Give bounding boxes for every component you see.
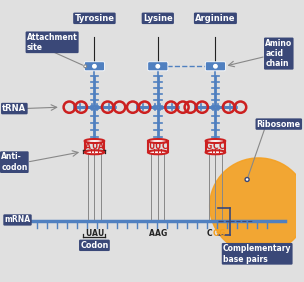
FancyBboxPatch shape [205,62,226,71]
Text: mRNA: mRNA [5,215,31,224]
Text: Lysine: Lysine [143,14,173,23]
Circle shape [93,65,96,68]
Text: U: U [85,229,91,238]
Text: C: C [212,142,218,151]
Text: U: U [155,142,161,151]
Text: U: U [98,229,104,238]
Circle shape [156,65,160,68]
FancyBboxPatch shape [148,62,168,71]
Text: U: U [91,142,98,151]
Text: A: A [85,142,91,151]
Circle shape [214,65,217,68]
Text: Tyrosine: Tyrosine [74,14,114,23]
Text: C: C [206,229,212,238]
Circle shape [210,158,304,254]
Text: A: A [92,229,97,238]
Text: A: A [149,229,154,238]
Text: tRNA: tRNA [2,104,26,113]
Text: Attachment
site: Attachment site [27,33,78,52]
Ellipse shape [85,150,104,154]
Text: Codon: Codon [80,241,109,250]
Circle shape [245,178,249,182]
Text: Anti-
codon: Anti- codon [1,153,28,172]
Ellipse shape [85,139,104,143]
Text: G: G [161,229,167,238]
Ellipse shape [148,150,168,154]
Text: Complementary
base pairs: Complementary base pairs [223,244,292,263]
Text: C: C [161,142,167,151]
Text: G: G [212,229,219,238]
Text: Ribosome: Ribosome [257,120,301,129]
Circle shape [84,65,87,68]
Text: A: A [98,142,104,151]
FancyBboxPatch shape [84,62,105,71]
Text: U: U [148,142,155,151]
Text: G: G [219,229,225,238]
Ellipse shape [206,139,225,143]
Ellipse shape [148,139,168,143]
Text: A: A [155,229,161,238]
Text: Arginine: Arginine [195,14,236,23]
Text: G: G [206,142,212,151]
Text: C: C [219,142,225,151]
Ellipse shape [206,150,225,154]
Text: Amino
acid
chain: Amino acid chain [265,39,292,69]
